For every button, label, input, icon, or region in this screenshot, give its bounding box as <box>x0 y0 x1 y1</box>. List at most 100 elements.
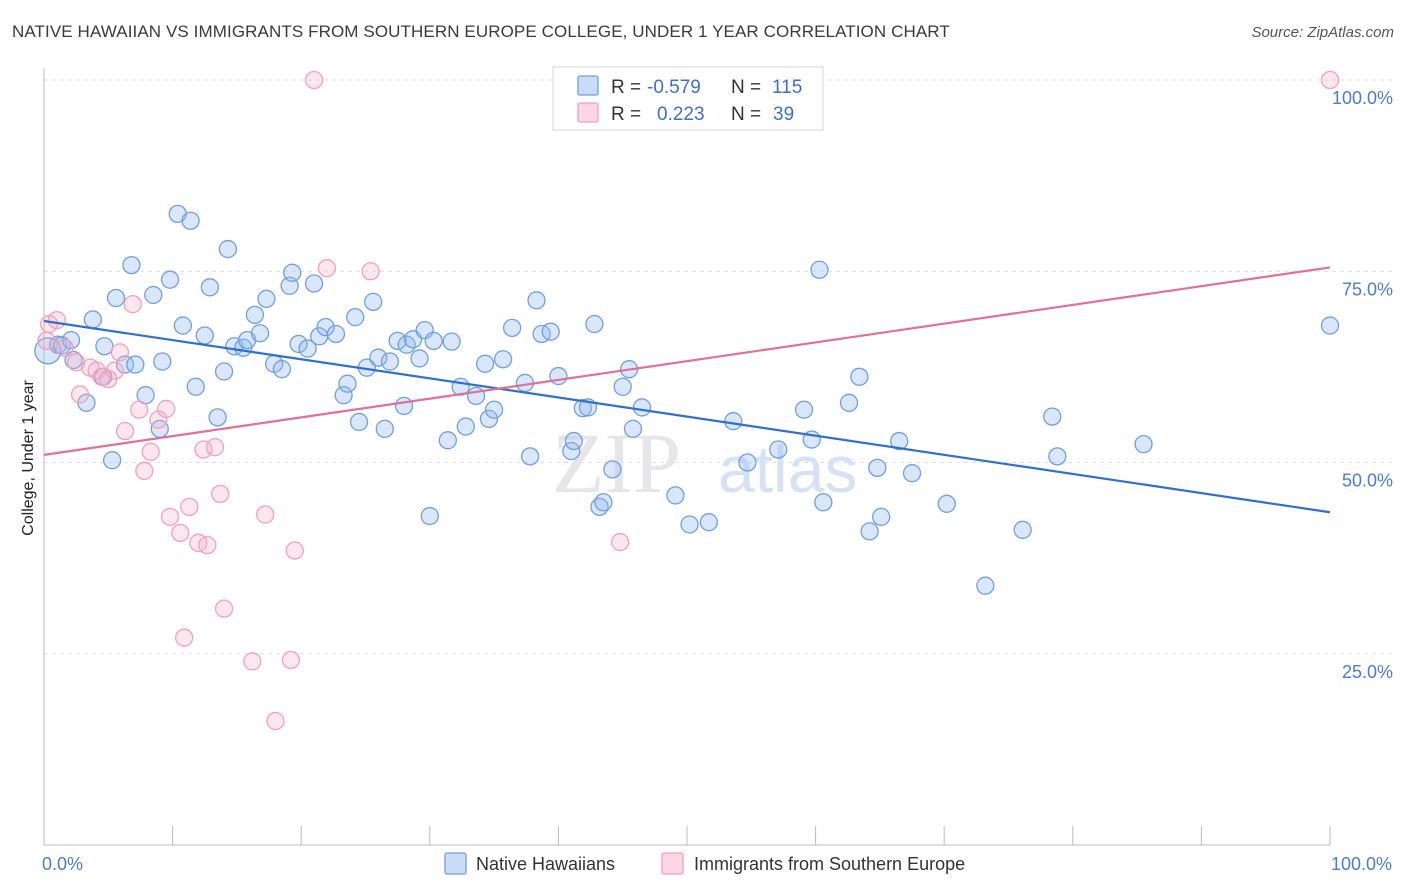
data-point <box>103 451 122 470</box>
data-point <box>388 331 407 351</box>
data-point <box>902 464 922 483</box>
data-point <box>632 398 652 417</box>
bottom-legend-label-2: Immigrants from Southern Europe <box>694 854 965 874</box>
data-point <box>1320 316 1340 335</box>
legend-r-label-1: R = <box>611 77 641 98</box>
data-point <box>349 412 369 432</box>
series-native-hawaiians <box>34 204 1340 595</box>
data-point <box>442 332 461 351</box>
data-point <box>55 338 74 357</box>
data-point <box>369 348 388 367</box>
data-point <box>214 362 234 381</box>
data-point <box>186 377 205 396</box>
data-point <box>326 324 346 344</box>
watermark: ZIP atlas <box>552 415 857 511</box>
data-point <box>380 352 400 371</box>
data-point <box>520 447 540 466</box>
data-point <box>141 442 160 461</box>
data-point <box>361 262 380 281</box>
data-point <box>175 628 194 647</box>
data-point <box>160 270 180 289</box>
data-point <box>338 374 357 393</box>
data-point <box>527 291 546 310</box>
data-point <box>289 334 308 354</box>
data-point <box>95 337 114 356</box>
legend-n-label-1: N = <box>731 77 761 98</box>
data-point <box>1048 447 1067 466</box>
legend-swatch-blue <box>577 75 599 96</box>
data-point <box>47 311 67 330</box>
legend-n-value-2: 39 <box>773 104 794 125</box>
data-point <box>1013 520 1032 539</box>
data-point <box>346 307 365 327</box>
data-point <box>1320 70 1340 90</box>
legend-n-value-1: 115 <box>772 77 802 98</box>
legend-r-label-2: R = <box>611 104 641 125</box>
data-point <box>420 506 439 526</box>
gridlines <box>44 79 1392 655</box>
x-ticks <box>172 826 1331 845</box>
data-point <box>424 331 443 351</box>
data-point <box>623 419 643 438</box>
data-point <box>180 497 199 517</box>
bottom-legend-swatch-pink <box>661 852 684 875</box>
data-point <box>67 353 86 372</box>
data-point <box>1134 434 1153 454</box>
data-point <box>839 393 859 412</box>
trend-line-immigrants-southern-europe <box>43 266 1331 456</box>
data-point <box>890 431 909 451</box>
data-point <box>502 318 522 338</box>
data-point <box>456 417 475 436</box>
series-immigrants-southern-europe <box>37 70 1340 731</box>
bottom-legend: Native Hawaiians Immigrants from Souther… <box>444 852 965 875</box>
data-point <box>868 458 887 478</box>
x-tick-label-min: 0.0% <box>42 854 83 874</box>
data-point <box>173 316 193 335</box>
bottom-legend-swatch-blue <box>444 852 467 875</box>
data-point <box>976 576 995 595</box>
data-point <box>126 355 145 374</box>
data-point <box>872 507 891 526</box>
data-point <box>769 440 788 459</box>
data-point <box>585 314 604 334</box>
data-point <box>814 493 833 512</box>
source-label: Source: ZipAtlas.com <box>1251 24 1394 41</box>
data-point <box>115 421 135 441</box>
data-point <box>549 366 568 386</box>
data-point <box>257 289 276 308</box>
data-point <box>810 260 829 279</box>
data-point <box>83 310 103 329</box>
y-tick-label: 50.0% <box>1342 471 1393 491</box>
data-point <box>394 396 414 416</box>
data-point <box>304 70 324 90</box>
data-point <box>256 505 275 524</box>
data-point <box>243 652 262 671</box>
data-point <box>573 399 592 418</box>
data-point <box>122 255 141 275</box>
y-tick-label: 100.0% <box>1332 88 1393 108</box>
data-point <box>334 386 353 405</box>
data-point <box>850 367 869 386</box>
data-point <box>541 322 560 341</box>
data-point <box>699 513 719 532</box>
data-point <box>375 419 394 438</box>
data-point <box>37 331 56 351</box>
trend-line-native-hawaiians <box>43 319 1331 514</box>
data-point <box>484 400 504 419</box>
data-point <box>304 274 324 293</box>
data-point <box>724 412 743 431</box>
data-point <box>680 515 699 534</box>
data-point <box>130 400 149 419</box>
data-point <box>364 292 383 312</box>
data-point <box>666 486 685 505</box>
watermark-atlas: atlas <box>718 432 857 506</box>
y-tick-label: 25.0% <box>1342 662 1393 682</box>
data-point <box>194 440 213 459</box>
y-tick-label: 75.0% <box>1342 279 1393 299</box>
legend-swatch-pink <box>577 102 599 123</box>
data-point <box>110 343 130 362</box>
data-point <box>153 352 172 371</box>
data-point <box>410 349 429 368</box>
y-tick-labels: 25.0% 50.0% 75.0% 100.0% <box>1332 88 1393 682</box>
